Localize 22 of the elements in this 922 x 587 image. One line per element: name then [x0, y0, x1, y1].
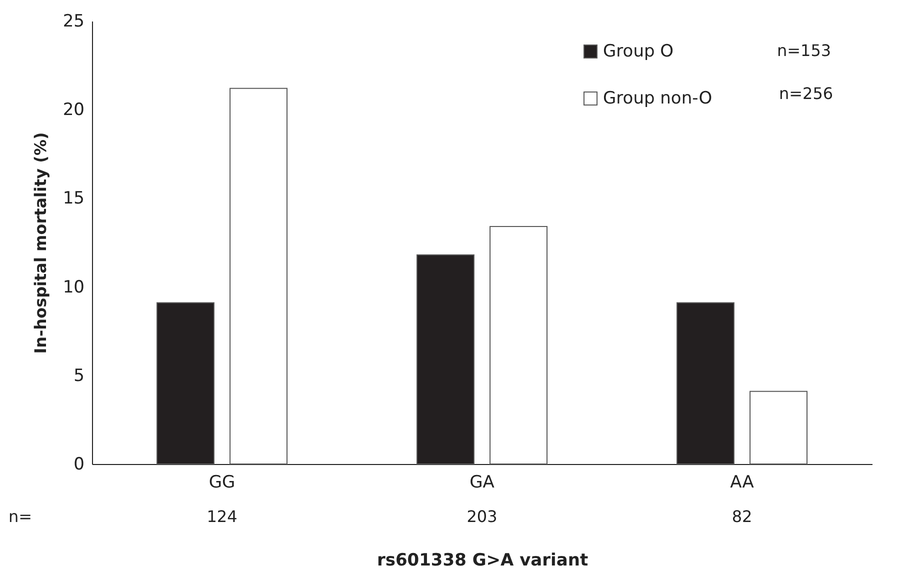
legend-label: Group non-O [603, 88, 712, 108]
legend-label: Group O [603, 42, 674, 62]
annotation: n=153 [777, 41, 832, 60]
x-axis-title: rs601338 G>A variant [376, 550, 588, 570]
y-tick-label: 10 [62, 277, 84, 298]
x-tick-label: GG [208, 472, 236, 492]
bar [490, 226, 548, 464]
bar [750, 390, 808, 464]
text: 124 [206, 507, 238, 526]
y-tick-label: 5 [74, 366, 84, 386]
y-tick-label: 20 [62, 100, 84, 120]
text: 82 [732, 507, 752, 526]
x-tick-label: AA [730, 472, 754, 492]
text: n= [8, 507, 32, 526]
text: 203 [466, 507, 498, 526]
bar [230, 88, 288, 464]
y-tick-label: 15 [62, 188, 84, 209]
x-tick-label: GA [470, 472, 495, 492]
annotation: n=256 [779, 84, 834, 103]
y-axis-title: In-hospital mortality (%) [30, 132, 50, 354]
y-tick-label: 0 [74, 454, 84, 474]
y-tick-label: 25 [62, 12, 84, 32]
